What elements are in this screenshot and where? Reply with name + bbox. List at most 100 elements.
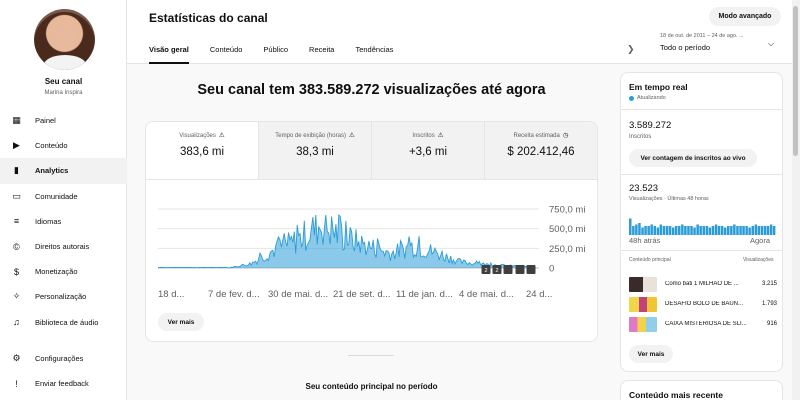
analytics-icon: ▮: [14, 165, 19, 176]
metric-label: Tempo de exibição (horas): [275, 133, 346, 139]
sidebar-item-label: Configurações: [35, 354, 84, 364]
content-icon: ▶: [13, 140, 20, 151]
realtime-bar: [641, 227, 644, 235]
realtime-bar: [644, 226, 647, 235]
dollar-icon: $: [13, 266, 19, 277]
event-marker-label: 2: [495, 268, 498, 274]
tab-conteudo[interactable]: Conteúdo: [209, 45, 243, 54]
sidebar-item-analytics[interactable]: ▮ Analytics: [0, 158, 127, 184]
feedback-icon: !: [15, 378, 18, 389]
channel-avatar[interactable]: [34, 9, 95, 70]
realtime-bar: [711, 226, 715, 235]
realtime-bar: [671, 227, 675, 235]
metric-label-row: Tempo de exibição (horas) ⚠: [259, 131, 371, 139]
channel-headline: Seu canal tem 383.589.272 visualizações …: [197, 82, 546, 98]
chevron-down-icon[interactable]: ⌵: [768, 39, 775, 48]
sidebar-item-label: Idiomas: [35, 216, 62, 226]
realtime-axis-end: Agora: [750, 236, 771, 245]
metric-tabs: Visualizações ⚠ 383,6 mi Tempo de exibiçã…: [146, 122, 597, 180]
clock-icon: ◷: [562, 132, 569, 139]
channel-handle: Marina Inspira: [44, 90, 83, 96]
period-value: Todo o período: [660, 43, 711, 52]
metric-tab-watch-time[interactable]: Tempo de exibição (horas) ⚠ 38,3 mi: [258, 122, 371, 179]
sidebar-item-biblioteca-de-audio[interactable]: ♫ Biblioteca de áudio: [0, 310, 127, 335]
video-title: CAIXA MISTERIOSA DE SLI...: [665, 321, 747, 327]
advanced-mode-button[interactable]: Modo avançado: [709, 7, 781, 26]
realtime-subscribers: 3.589.272: [629, 120, 672, 131]
event-marker: [526, 265, 536, 274]
event-marker: [515, 265, 525, 274]
divider: [621, 174, 782, 175]
sidebar-item-configuracoes[interactable]: ⚙ Configurações: [0, 346, 127, 371]
live-subscriber-count-button[interactable]: Ver contagem de inscritos ao vivo: [629, 149, 757, 167]
top-content-row[interactable]: DESAFIO BOLO DE BAUN... 1.793: [629, 296, 777, 312]
x-tick-label: 21 de set. d...: [333, 289, 391, 300]
sidebar-item-label: Monetização: [35, 267, 78, 277]
channel-name: Seu canal: [44, 77, 83, 86]
metric-value: 383,6 mi: [179, 146, 225, 158]
sidebar-nav: ▦ Painel ▶ Conteúdo ▮ Analytics ▭ Comuni…: [0, 108, 127, 335]
sidebar-item-idiomas[interactable]: ≡ Idiomas: [0, 209, 127, 234]
line-series: [157, 214, 531, 269]
sidebar-item-label: Direitos autorais: [35, 242, 90, 252]
realtime-bar-chart[interactable]: [621, 205, 783, 235]
video-views: 1.793: [761, 301, 777, 307]
audio-library-icon: ♫: [13, 317, 20, 328]
sidebar-item-monetizacao[interactable]: $ Monetização: [0, 259, 127, 284]
realtime-bar: [635, 224, 638, 235]
realtime-bar: [748, 227, 751, 235]
x-tick-label: 18 d...: [158, 289, 184, 300]
tab-visao-geral[interactable]: Visão geral: [149, 45, 189, 64]
views-chart[interactable]: 750,0 mi 500,0 mi 250,0 mi 0 2 2 18 d... 7 de f…: [146, 182, 598, 308]
sidebar-item-personalizacao[interactable]: ✧ Personalização: [0, 284, 127, 309]
tab-publico[interactable]: Público: [263, 45, 289, 54]
video-thumbnail: [629, 296, 657, 312]
y-tick-label: 500,0 mi: [549, 224, 585, 235]
sidebar: Seu canal Marina Inspira ▦ Painel ▶ Cont…: [0, 0, 127, 400]
sidebar-item-direitos-autorais[interactable]: © Direitos autorais: [0, 234, 127, 259]
page-scrollbar[interactable]: [792, 0, 800, 400]
y-tick-label: 0: [549, 264, 554, 275]
tab-receita[interactable]: Receita: [309, 45, 335, 54]
overview-chart-card: Visualizações ⚠ 383,6 mi Tempo de exibiçã…: [145, 121, 598, 342]
sidebar-item-label: Analytics: [35, 166, 69, 176]
top-content-row[interactable]: Como bati 1 MILHÃO DE ... 3.215: [629, 276, 777, 292]
page-title: Estatísticas do canal: [149, 11, 268, 25]
sidebar-item-comunidade[interactable]: ▭ Comunidade: [0, 184, 127, 209]
sidebar-item-painel[interactable]: ▦ Painel: [0, 108, 127, 133]
metric-tab-views[interactable]: Visualizações ⚠ 383,6 mi: [146, 122, 258, 179]
sidebar-bottom-nav: ⚙ Configurações ! Enviar feedback: [0, 346, 127, 396]
x-tick-label: 30 de mai. d...: [268, 289, 328, 300]
realtime-bar: [650, 224, 653, 235]
tab-tendencias[interactable]: Tendências: [355, 45, 394, 54]
sidebar-item-enviar-feedback[interactable]: ! Enviar feedback: [0, 371, 127, 396]
video-thumbnail: [629, 316, 657, 332]
metric-value: +3,6 mi: [408, 146, 448, 158]
sidebar-item-label: Enviar feedback: [35, 379, 89, 389]
realtime-bar: [733, 224, 736, 235]
recent-content-card: Conteúdo mais recente: [620, 380, 783, 400]
realtime-bar: [678, 226, 681, 235]
avatar-face: [54, 23, 76, 51]
scrollbar-thumb[interactable]: [793, 6, 798, 156]
realtime-bar: [730, 226, 733, 235]
metric-tab-revenue[interactable]: Receita estimada ◷ $ 202.412,46: [484, 122, 597, 179]
chevron-right-icon[interactable]: ❯: [627, 44, 635, 54]
period-range: 18 de out. de 2011 – 24 de ago. ...: [660, 33, 744, 39]
realtime-bar: [684, 226, 687, 235]
metric-tab-subscribers[interactable]: Inscritos ⚠ +3,6 mi: [371, 122, 484, 179]
period-selector[interactable]: 18 de out. de 2011 – 24 de ago. ... Todo…: [660, 33, 780, 52]
copyright-icon: ©: [13, 241, 20, 252]
realtime-bar: [647, 226, 650, 235]
see-more-button[interactable]: Ver mais: [158, 313, 204, 331]
gear-icon: ⚙: [12, 353, 21, 364]
realtime-bar: [705, 226, 709, 235]
top-content-row[interactable]: CAIXA MISTERIOSA DE SLI... 916: [629, 316, 777, 332]
realtime-axis-start: 48h atrás: [629, 236, 661, 245]
divider: [621, 109, 782, 110]
sidebar-item-conteudo[interactable]: ▶ Conteúdo: [0, 133, 127, 158]
realtime-subscribers-label: Inscritos: [629, 134, 652, 140]
realtime-bar: [659, 224, 663, 235]
realtime-see-more-button[interactable]: Ver mais: [629, 345, 673, 363]
realtime-bar: [736, 226, 739, 235]
